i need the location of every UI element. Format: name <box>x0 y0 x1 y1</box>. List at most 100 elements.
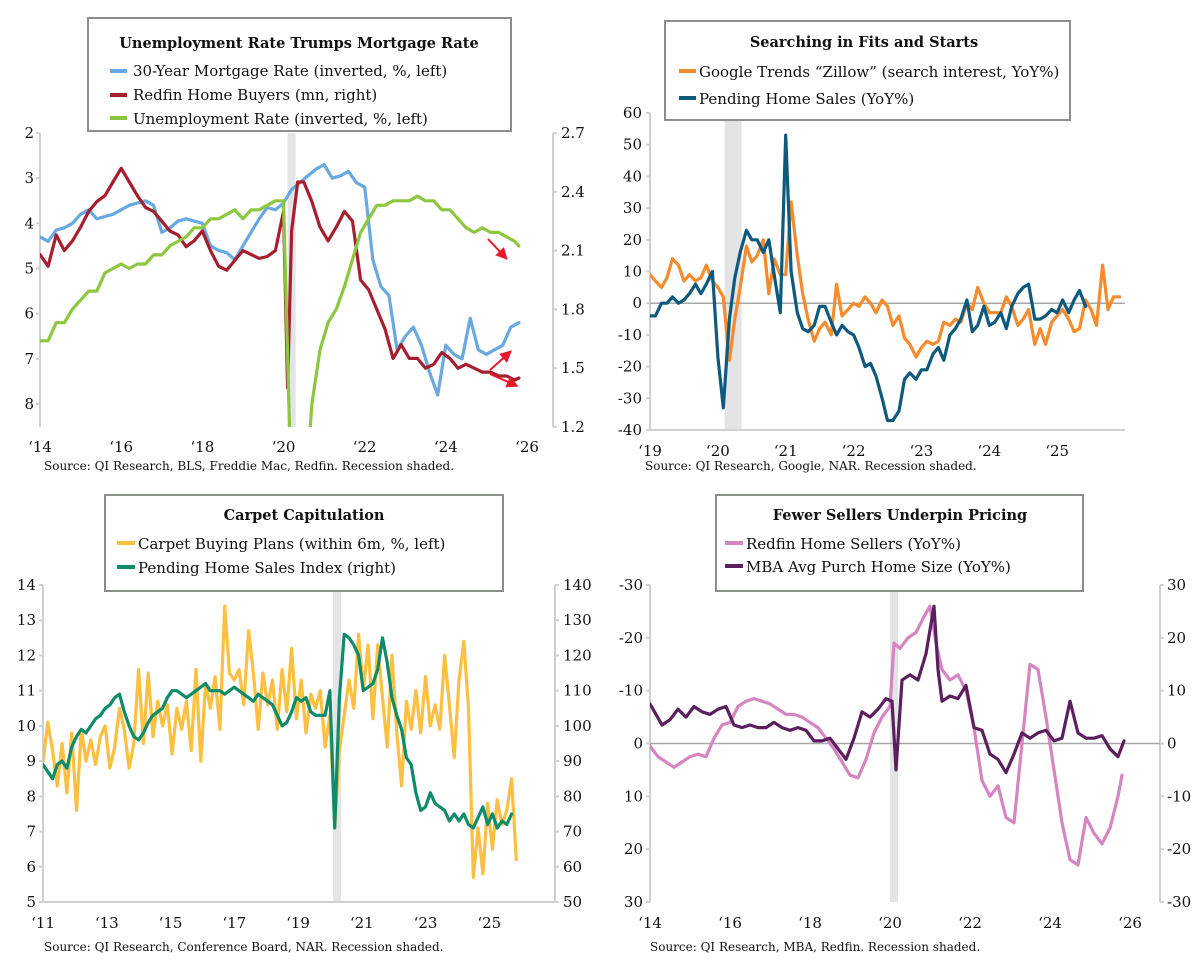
chart-title: Carpet Capitulation <box>224 507 385 524</box>
y-right-tick-label: 120 <box>563 646 592 664</box>
x-tick-label: ‘22 <box>353 438 377 456</box>
series-line-3 <box>40 194 521 427</box>
y-left-tick-label: 0 <box>632 294 642 312</box>
y-left-tick-label: -10 <box>619 682 643 700</box>
annotation-arrows <box>487 238 519 388</box>
y-right-tick-label: 110 <box>563 682 592 700</box>
y-left-tick-label: 10 <box>623 263 642 281</box>
chart-title: Unemployment Rate Trumps Mortgage Rate <box>119 35 478 52</box>
series-line-2 <box>650 133 1088 423</box>
legend-box <box>87 17 512 132</box>
legend-label-carpet-plans: Carpet Buying Plans (within 6m, %, left) <box>138 535 445 553</box>
axes: 14 13 12 11 10 9 8 7 6 5 140 130 120 110 100 90 80 70 60 50… <box>17 576 592 932</box>
x-tick-label: ‘26 <box>1118 914 1142 932</box>
series-line-2 <box>650 604 1126 775</box>
legend-box <box>715 494 1084 592</box>
source-note: Source: QI Research, Google, NAR. Recess… <box>645 459 977 473</box>
y-right-tick-label: 60 <box>563 858 582 876</box>
series-line-1 <box>650 200 1122 362</box>
chart-title: Fewer Sellers Underpin Pricing <box>773 507 1027 524</box>
y-left-tick-label: -20 <box>618 358 642 376</box>
x-tick-label: ‘24 <box>434 438 458 456</box>
source-note: Source: QI Research, Conference Board, N… <box>44 940 444 954</box>
y-left-tick-label: 30 <box>624 893 643 911</box>
y-left-tick-label: 3 <box>24 169 34 187</box>
y-left-tick-label: -30 <box>619 576 643 594</box>
source-note: Source: QI Research, BLS, Freddie Mac, R… <box>44 459 454 473</box>
axes: -30 -20 -10 0 10 20 30 30 20 10 0 -10 -20 -30 ‘14 ‘16 ‘1… <box>619 576 1191 932</box>
x-tick-label: ‘23 <box>909 442 933 460</box>
series-lines <box>40 163 521 427</box>
x-tick-label: ‘17 <box>222 914 246 932</box>
series-lines <box>650 604 1126 867</box>
series-line-1 <box>40 163 521 397</box>
legend-label-unemployment: Unemployment Rate (inverted, %, left) <box>133 110 428 128</box>
x-tick-label: ‘20 <box>878 914 902 932</box>
y-left-tick-label: 8 <box>24 395 34 413</box>
x-tick-label: ‘26 <box>515 438 539 456</box>
legend-label-redfin-buyers: Redfin Home Buyers (mn, right) <box>133 86 377 104</box>
x-tick-label: ‘13 <box>95 914 119 932</box>
legend-box <box>664 20 1071 121</box>
y-left-tick-label: 6 <box>26 858 36 876</box>
y-left-tick-label: 20 <box>624 840 643 858</box>
y-right-tick-label: 70 <box>563 823 582 841</box>
x-tick-label: ‘24 <box>977 442 1001 460</box>
y-right-tick-label: 1.5 <box>561 359 585 377</box>
series-line-1 <box>43 604 518 879</box>
y-left-tick-label: 10 <box>17 717 36 735</box>
y-left-tick-label: 5 <box>26 893 36 911</box>
y-left-tick-label: 5 <box>24 260 34 278</box>
x-tick-label: ‘20 <box>272 438 296 456</box>
legend: Unemployment Rate Trumps Mortgage Rate 3… <box>87 17 512 132</box>
series-lines <box>650 133 1122 423</box>
y-left-tick-label: 50 <box>623 136 642 154</box>
y-right-tick-label: 90 <box>563 752 582 770</box>
y-left-tick-label: 11 <box>17 682 36 700</box>
y-left-tick-label: 13 <box>17 611 36 629</box>
x-tick-label: ‘14 <box>28 438 52 456</box>
y-right-tick-label: 1.2 <box>561 418 585 436</box>
y-right-tick-label: 0 <box>1167 735 1177 753</box>
chart-unemployment-vs-mortgage: 2 3 4 5 6 7 8 2.7 2.4 2.1 1.8 1.5 1.2 ‘14 ‘16 ‘18 ‘20 ‘22… <box>24 17 585 473</box>
arrow-icon <box>489 350 512 371</box>
legend-label-pending-sales: Pending Home Sales (YoY%) <box>699 90 914 108</box>
x-tick-label: ‘25 <box>477 914 501 932</box>
y-left-tick-label: 0 <box>633 735 643 753</box>
legend-label-mba-home-size: MBA Avg Purch Home Size (YoY%) <box>746 558 1011 576</box>
y-left-tick-label: 7 <box>24 350 34 368</box>
x-tick-label: ‘23 <box>414 914 438 932</box>
y-right-tick-label: 30 <box>1167 576 1186 594</box>
x-tick-label: ‘25 <box>1045 442 1069 460</box>
y-left-tick-label: 2 <box>24 124 34 142</box>
y-right-tick-label: 1.8 <box>561 300 585 318</box>
x-tick-label: ‘21 <box>774 442 798 460</box>
x-tick-label: ‘15 <box>159 914 183 932</box>
chart-carpet-capitulation: 14 13 12 11 10 9 8 7 6 5 140 130 120 110 100 90 80 70 60 50… <box>17 494 592 954</box>
legend-label-mortgage: 30-Year Mortgage Rate (inverted, %, left… <box>133 62 447 80</box>
y-right-tick-label: 10 <box>1167 682 1186 700</box>
axes: 2 3 4 5 6 7 8 2.7 2.4 2.1 1.8 1.5 1.2 ‘14 ‘16 ‘18 ‘20 ‘22… <box>24 124 584 456</box>
source-note: Source: QI Research, MBA, Redfin. Recess… <box>650 940 980 954</box>
arrow-icon <box>489 373 519 388</box>
arrow-icon <box>487 238 508 260</box>
series-lines <box>43 604 518 879</box>
x-tick-label: ‘22 <box>958 914 982 932</box>
y-left-tick-label: 8 <box>26 787 36 805</box>
x-tick-label: ‘11 <box>31 914 55 932</box>
legend: Fewer Sellers Underpin Pricing Redfin Ho… <box>715 494 1084 592</box>
legend-box <box>104 494 504 592</box>
recession-shading <box>724 113 742 430</box>
y-left-tick-label: -40 <box>618 421 642 439</box>
y-right-tick-label: 50 <box>563 893 582 911</box>
legend-label-pending-index: Pending Home Sales Index (right) <box>138 559 396 577</box>
chart-searching-fits-starts: 60 50 40 30 20 10 0 -10 -20 -30 -40 ‘19 ‘20 ‘21 ‘22 ‘23… <box>618 20 1125 473</box>
y-right-tick-label: 2.7 <box>561 124 585 142</box>
y-right-tick-label: -30 <box>1167 893 1191 911</box>
y-right-tick-label: -10 <box>1167 787 1191 805</box>
y-right-tick-label: -20 <box>1167 840 1191 858</box>
legend-label-redfin-sellers: Redfin Home Sellers (YoY%) <box>746 535 961 553</box>
y-left-tick-label: 9 <box>26 752 36 770</box>
chart-title: Searching in Fits and Starts <box>750 34 978 51</box>
y-left-tick-label: -30 <box>618 389 642 407</box>
